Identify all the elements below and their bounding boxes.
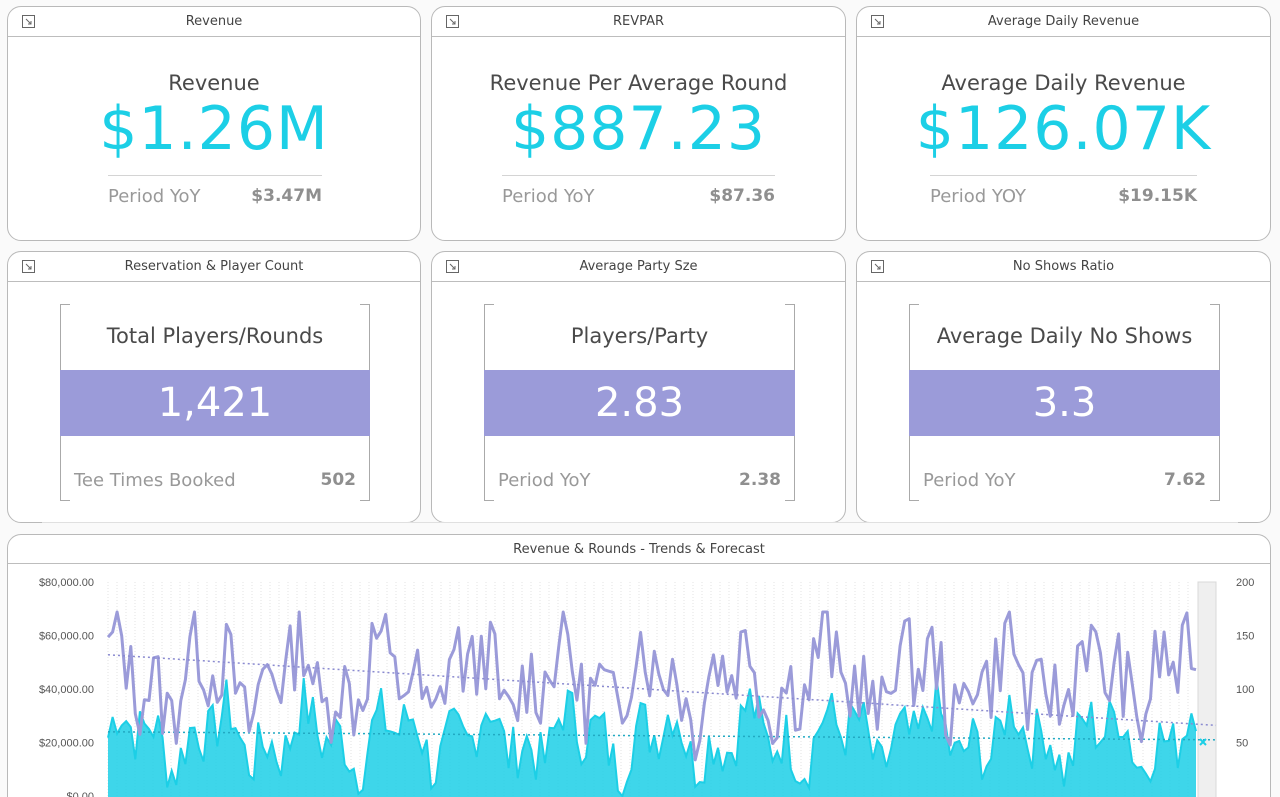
kpi-foot-label: Tee Times Booked: [74, 470, 236, 491]
kpi-subtitle: Average Daily Revenue: [941, 71, 1186, 95]
players-card: Reservation & Player Count Total Players…: [7, 251, 421, 523]
y-tick-label-left: $20,000.00: [39, 738, 94, 750]
kpi-value: $1.26M: [99, 94, 329, 164]
card-header: Reservation & Player Count: [8, 252, 420, 282]
card-header: Revenue & Rounds - Trends & Forecast: [8, 535, 1270, 564]
kpi-foot-label: Period YoY: [108, 186, 201, 207]
forecast-marker: [1199, 738, 1207, 746]
kpi-footer: Period YoY 7.62: [923, 470, 1206, 491]
card-header: REVPAR: [432, 7, 845, 37]
kpi-foot-label: Period YoY: [502, 186, 595, 207]
section-divider: [42, 522, 1238, 523]
kpi-foot-label: Period YOY: [930, 186, 1027, 207]
kpi-foot-value: 7.62: [1164, 470, 1206, 490]
kpi-foot-value: $19.15K: [1118, 186, 1197, 206]
y-tick-label-left: $40,000.00: [39, 684, 94, 696]
card-title: No Shows Ratio: [1012, 259, 1115, 274]
card-header: Revenue: [8, 7, 420, 37]
expand-icon[interactable]: [446, 15, 459, 28]
card-title: REVPAR: [612, 14, 665, 29]
kpi-foot-value: 502: [320, 470, 357, 490]
kpi-value: $126.07K: [915, 94, 1212, 164]
kpi-footer: Period YoY $3.47M: [108, 175, 322, 207]
kpi-footer: Period YOY $19.15K: [930, 175, 1197, 207]
kpi-value: 1,421: [60, 370, 370, 436]
kpi-panel: Average Daily No Shows 3.3 Period YoY 7.…: [909, 304, 1220, 501]
revenue-line: [107, 677, 1197, 797]
card-header: Average Daily Revenue: [857, 7, 1270, 37]
expand-icon[interactable]: [871, 260, 884, 273]
expand-icon[interactable]: [871, 15, 884, 28]
kpi-foot-value: 2.38: [739, 470, 781, 490]
y-tick-label-left: $80,000.00: [39, 577, 94, 589]
kpi-panel: Total Players/Rounds 1,421 Tee Times Boo…: [60, 304, 370, 501]
kpi-subtitle: Average Daily No Shows: [936, 324, 1193, 348]
rounds-line: [106, 610, 1197, 762]
kpi-foot-label: Period YoY: [923, 470, 1016, 491]
card-header: No Shows Ratio: [857, 252, 1270, 282]
party-card: Average Party Sze Players/Party 2.83 Per…: [431, 251, 846, 523]
kpi-footer: Tee Times Booked 502: [74, 470, 356, 491]
card-title: Average Party Sze: [579, 259, 698, 274]
forecast-band: [1197, 581, 1217, 797]
revpar-card: REVPAR Revenue Per Average Round $887.23…: [431, 6, 846, 241]
expand-icon[interactable]: [22, 260, 35, 273]
y-tick-label-right: 150: [1236, 631, 1254, 643]
kpi-footer: Period YoY $87.36: [502, 175, 775, 207]
trends-chart-card: Revenue & Rounds - Trends & Forecast $80…: [7, 534, 1271, 797]
card-title: Revenue: [185, 14, 243, 29]
adr-card: Average Daily Revenue Average Daily Reve…: [856, 6, 1271, 241]
y-tick-label-right: 200: [1236, 577, 1254, 589]
expand-icon[interactable]: [446, 260, 459, 273]
revenue-area: [108, 678, 1196, 797]
trends-chart[interactable]: $80,000.00 $60,000.00 $40,000.00 $20,000.00…: [8, 564, 1270, 797]
card-header: Average Party Sze: [432, 252, 845, 282]
rounds-trend-line: [107, 654, 1217, 727]
y-tick-label-left: $0.00: [66, 791, 94, 797]
card-title: Reservation & Player Count: [124, 259, 304, 274]
kpi-foot-value: $3.47M: [251, 186, 322, 206]
kpi-panel: Players/Party 2.83 Period YoY 2.38: [484, 304, 795, 501]
kpi-value: 3.3: [909, 370, 1220, 436]
expand-icon[interactable]: [22, 15, 35, 28]
y-tick-label-right: 50: [1236, 738, 1248, 750]
kpi-subtitle: Players/Party: [570, 324, 709, 348]
noshows-card: No Shows Ratio Average Daily No Shows 3.…: [856, 251, 1271, 523]
kpi-subtitle: Total Players/Rounds: [106, 324, 324, 348]
kpi-footer: Period YoY 2.38: [498, 470, 781, 491]
kpi-value: $887.23: [510, 94, 767, 164]
kpi-value: 2.83: [484, 370, 795, 436]
kpi-subtitle: Revenue: [168, 71, 260, 95]
y-tick-label-right: 100: [1236, 684, 1254, 696]
y-tick-label-left: $60,000.00: [39, 631, 94, 643]
card-title: Revenue & Rounds - Trends & Forecast: [513, 541, 765, 557]
revenue-trend-line: [107, 731, 1217, 741]
kpi-foot-label: Period YoY: [498, 470, 591, 491]
kpi-subtitle: Revenue Per Average Round: [489, 71, 788, 95]
revenue-card: Revenue Revenue $1.26M Period YoY $3.47M: [7, 6, 421, 241]
card-title: Average Daily Revenue: [987, 14, 1140, 29]
kpi-foot-value: $87.36: [709, 186, 775, 206]
